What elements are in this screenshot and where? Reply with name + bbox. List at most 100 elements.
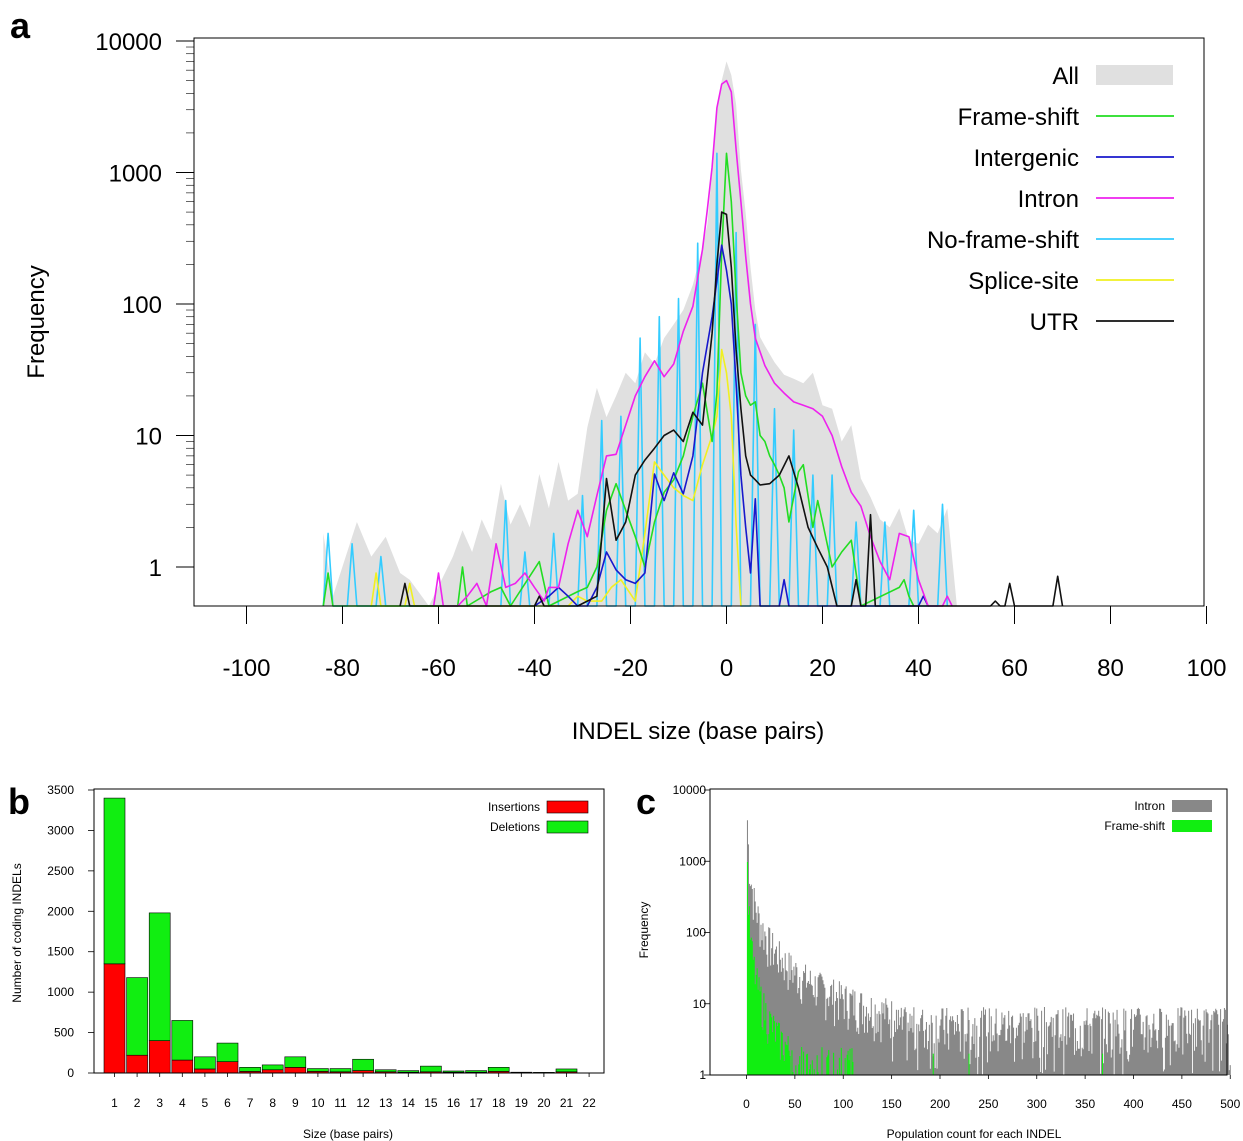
y-tick-label: 1000 [109,161,162,188]
bar-insertions [103,963,126,1074]
y-tick-label: 2500 [47,864,74,878]
x-tick-label: 500 [1220,1097,1240,1111]
legend-label: Deletions [490,820,540,834]
y-axis-ticks: 1 10 100 1000 10000 [95,29,194,582]
x-tick-label: 100 [833,1097,853,1111]
series-line-splice-site [370,348,742,607]
x-axis-ticks: -100 -80 -60 -40 -20 0 20 40 60 80 100 [222,606,1227,682]
x-tick-label: 8 [269,1096,276,1110]
x-axis-label: Size (base pairs) [303,1127,393,1141]
y-axis-label: Number of coding INDELs [10,863,24,1002]
plot-frame [93,788,605,1074]
bar-deletions [216,1042,239,1062]
y-tick-label: 100 [686,926,706,940]
x-tick-label: 250 [978,1097,998,1111]
x-tick-label: -80 [325,655,360,682]
x-tick-label: -60 [421,655,456,682]
y-tick-label: 0 [67,1066,74,1080]
x-tick-label: 7 [247,1096,254,1110]
x-tick-label: 50 [788,1097,802,1111]
x-tick-label: 450 [1172,1097,1192,1111]
x-tick-label: 9 [292,1096,299,1110]
bar-deletions [329,1068,352,1073]
x-tick-label: 20 [537,1096,551,1110]
x-tick-label: 17 [469,1096,483,1110]
x-tick-label: 10 [311,1096,325,1110]
x-tick-label: 20 [809,655,836,682]
y-tick-label: 1 [699,1068,706,1082]
histogram-frame-shift [746,862,1104,1075]
series-line-frame-shift [322,152,915,607]
bar-insertions [171,1059,194,1074]
x-tick-label: 0 [720,655,733,682]
legend-swatch [1172,800,1212,812]
histogram-intron [746,820,1231,1075]
x-axis-label: Population count for each INDEL [887,1127,1062,1141]
x-tick-label: 100 [1186,655,1226,682]
x-axis-label: INDEL size (base pairs) [572,718,825,745]
x-tick-label: 21 [560,1096,574,1110]
x-axis-ticks: 1 2 3 4 5 6 7 8 9 10 11 12 13 14 15 16 17 18 19 20 21 22 [111,1073,596,1110]
x-tick-label: 60 [1001,655,1028,682]
y-tick-label: 2000 [47,904,74,918]
legend-label: Intron [1018,186,1079,213]
x-tick-label: 40 [905,655,932,682]
legend-label: Intron [1134,799,1165,813]
y-tick-label: 1000 [47,985,74,999]
stacked-bars-layer [103,797,578,1074]
y-tick-label: 1000 [679,854,706,868]
x-tick-label: 350 [1075,1097,1095,1111]
y-axis-label: Frequency [637,902,651,959]
legend-label: Frame-shift [958,104,1080,131]
x-tick-label: 14 [402,1096,416,1110]
x-tick-label: -100 [222,655,270,682]
bar-deletions [397,1070,420,1073]
bar-insertions [194,1068,216,1074]
bar-deletions [103,797,126,965]
x-tick-label: 200 [930,1097,950,1111]
x-tick-label: 12 [356,1096,370,1110]
x-axis-ticks: 0 50 100 150 200 250 300 350 400 450 500 [743,1075,1241,1111]
legend: Intron Frame-shift [1104,799,1212,833]
bar-deletions [420,1065,442,1073]
bar-insertions [216,1061,239,1074]
bar-deletions [171,1020,194,1061]
legend-swatch [1096,65,1173,85]
legend-swatch [1172,820,1212,832]
bar-deletions [239,1067,261,1072]
legend-label: Frame-shift [1104,819,1165,833]
population-count-chart: 0 50 100 150 200 250 300 350 400 450 500 1 10 100 100… [637,783,1241,1141]
bar-insertions [148,1040,171,1074]
x-tick-label: 13 [379,1096,393,1110]
x-tick-label: 400 [1123,1097,1143,1111]
x-tick-label: 19 [515,1096,529,1110]
series-line-intron [432,79,953,607]
series-area-all [323,61,957,606]
bar-deletions [148,912,171,1041]
legend-label: Insertions [488,800,540,814]
x-tick-label: 18 [492,1096,506,1110]
x-tick-label: 11 [334,1096,347,1110]
panel-letter-c: c [636,781,656,822]
x-tick-label: 6 [224,1096,231,1110]
x-tick-label: 15 [424,1096,438,1110]
legend-label: Splice-site [968,268,1079,295]
plot-frame [193,37,1205,607]
x-tick-label: 2 [134,1096,141,1110]
y-tick-label: 10 [135,424,162,451]
y-tick-label: 10000 [673,783,707,797]
panel-letter-a: a [10,5,31,46]
x-tick-label: 300 [1027,1097,1047,1111]
legend-swatch [546,820,589,834]
y-axis-ticks: 1 10 100 1000 10000 [673,783,710,1082]
legend-label: No-frame-shift [927,227,1079,254]
legend-label: All [1052,63,1079,90]
histogram-layer [746,820,1231,1075]
bar-deletions [555,1068,578,1073]
x-tick-label: 150 [882,1097,902,1111]
legend-label: Intergenic [974,145,1079,172]
y-axis-ticks: 0 500 1000 1500 2000 2500 3000 3500 [47,783,94,1080]
x-tick-label: 3 [156,1096,163,1110]
panel-letter-b: b [8,781,30,822]
y-tick-label: 10000 [95,29,162,56]
